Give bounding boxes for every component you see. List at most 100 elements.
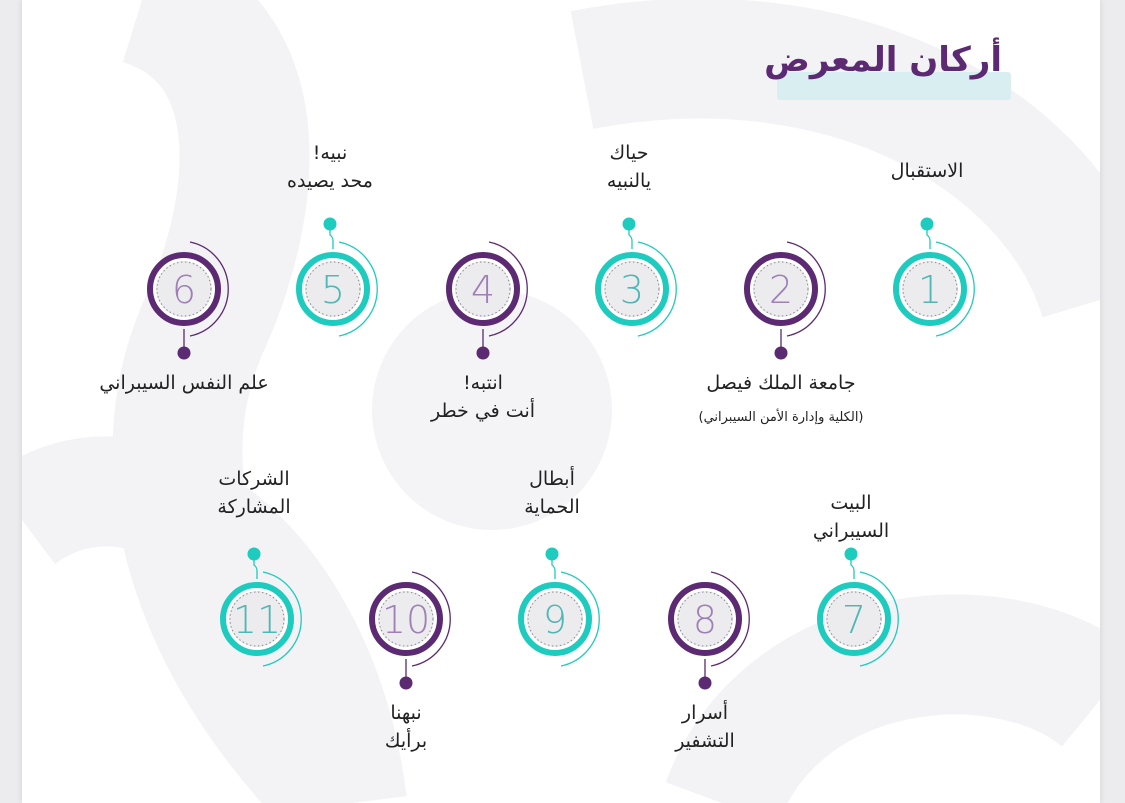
station-outer-arc — [859, 571, 899, 667]
station-label-line: أنت في خطر — [430, 399, 536, 422]
station-number: 2 — [769, 268, 793, 312]
station-11: 11 — [220, 547, 302, 667]
station-label-line: أسرار — [681, 702, 729, 724]
station-number: 10 — [382, 598, 430, 642]
station-label: نبيه! محد يصيده — [287, 140, 373, 195]
station-dotted-ring — [305, 261, 361, 317]
station-dot — [844, 547, 858, 561]
background-decoration — [22, 0, 1100, 803]
station-number: 3 — [620, 268, 644, 312]
station-inner — [604, 261, 660, 317]
station-dot — [399, 676, 413, 690]
station-label: حياك يالنبيه — [607, 140, 651, 195]
station-dotted-ring — [677, 591, 733, 647]
station-dotted-ring — [229, 591, 285, 647]
station-5: 5 — [296, 217, 378, 337]
station-label-line: علم النفس السيبراني — [99, 372, 269, 394]
station-dotted-ring — [753, 261, 809, 317]
station-number: 1 — [918, 268, 942, 312]
station-inner — [753, 261, 809, 317]
station-inner — [378, 591, 434, 647]
station-number: 11 — [233, 598, 281, 642]
station-label-line: السيبراني — [812, 519, 890, 542]
station-inner — [229, 591, 285, 647]
station-connector — [926, 227, 931, 249]
station-dotted-ring — [826, 591, 882, 647]
station-number: 9 — [543, 598, 567, 642]
station-label-line: نبيه! — [312, 142, 348, 164]
exhibition-page: أركان المعرض — [22, 0, 1100, 803]
station-connector — [253, 557, 258, 579]
station-label: الاستقبال — [891, 158, 964, 186]
station-connector — [551, 557, 556, 579]
station-outer-arc — [710, 571, 750, 667]
station-label-line: المشاركة — [217, 495, 291, 518]
station-inner — [527, 591, 583, 647]
station-label: علم النفس السيبراني — [99, 370, 268, 398]
station-number: 4 — [471, 268, 495, 312]
station-dot — [247, 547, 261, 561]
station-connector — [329, 227, 334, 249]
station-outer-arc — [786, 241, 826, 337]
station-dotted-ring — [604, 261, 660, 317]
station-number: 8 — [693, 598, 717, 642]
station-2: 2 — [744, 241, 826, 360]
station-label-line: الحماية — [524, 495, 580, 518]
station-label: جامعة الملك فيصل — [706, 370, 855, 398]
station-8: 8 — [668, 571, 750, 690]
station-connector — [628, 227, 633, 249]
station-9: 9 — [518, 547, 600, 667]
station-outer-arc — [262, 571, 302, 667]
station-number: 5 — [321, 268, 345, 312]
station-inner — [305, 261, 361, 317]
station-dot — [920, 217, 934, 231]
station-inner — [156, 261, 212, 317]
station-label-line: أبطال — [529, 468, 575, 490]
station-outer-arc — [338, 241, 378, 337]
station-label-line: التشفير — [675, 729, 735, 752]
station-dot — [698, 676, 712, 690]
page-title: أركان المعرض — [764, 40, 1002, 80]
station-4: 4 — [446, 241, 528, 360]
station-outer-arc — [637, 241, 677, 337]
station-label-line: البيت — [830, 492, 872, 514]
station-dot — [774, 346, 788, 360]
station-label: البيت السيبراني — [813, 490, 889, 545]
station-dot — [476, 346, 490, 360]
station-label-line: محد يصيده — [287, 169, 373, 192]
station-dotted-ring — [378, 591, 434, 647]
station-inner — [902, 261, 958, 317]
station-label-line: يالنبيه — [606, 169, 652, 192]
station-inner — [455, 261, 511, 317]
station-dot — [177, 346, 191, 360]
station-label-line: الشركات — [218, 468, 290, 490]
station-subtitle: (الكلية وإدارة الأمن السيبراني) — [698, 410, 864, 425]
station-label: أبطال الحماية — [524, 466, 580, 521]
station-dot — [323, 217, 337, 231]
station-label: أسرار التشفير — [675, 700, 735, 755]
station-dot — [545, 547, 559, 561]
station-label: الشركات المشاركة — [217, 466, 290, 521]
station-dotted-ring — [902, 261, 958, 317]
station-connector — [850, 557, 855, 579]
station-inner — [826, 591, 882, 647]
station-10: 10 — [369, 571, 451, 690]
station-label-line: جامعة الملك فيصل — [706, 372, 856, 394]
station-dot — [622, 217, 636, 231]
station-label-line: انتبه! — [463, 372, 503, 394]
station-dotted-ring — [527, 591, 583, 647]
station-number: 6 — [172, 268, 196, 312]
title-highlight — [777, 72, 1011, 100]
station-label-line: برأيك — [384, 729, 428, 752]
station-label-line: حياك — [609, 142, 649, 164]
station-label-line: نبهنا — [390, 702, 422, 724]
station-number: 7 — [842, 598, 866, 642]
station-label: انتبه! أنت في خطر — [431, 370, 535, 425]
station-7: 7 — [817, 547, 899, 667]
station-outer-arc — [411, 571, 451, 667]
station-1: 1 — [893, 217, 975, 337]
station-inner — [677, 591, 733, 647]
station-outer-arc — [560, 571, 600, 667]
